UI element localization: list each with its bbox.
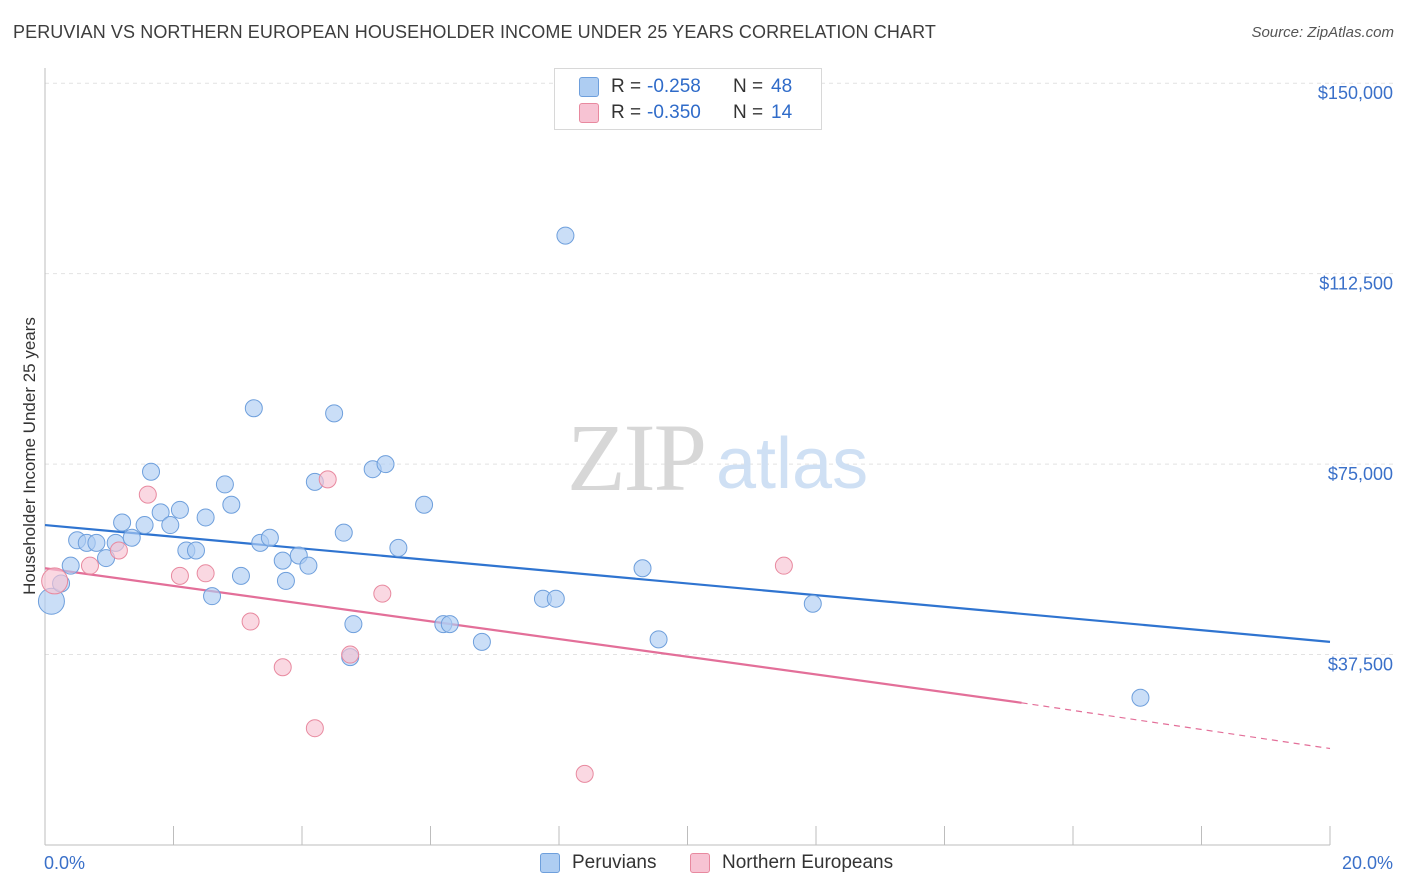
peruvian-point bbox=[273, 551, 292, 570]
axes bbox=[44, 68, 1331, 846]
y-tick-label: $150,000 bbox=[1318, 83, 1393, 103]
peruvian-point bbox=[161, 516, 180, 535]
peruvians-swatch bbox=[540, 853, 560, 873]
peruvian-point bbox=[222, 495, 241, 514]
peruvian-point bbox=[135, 516, 154, 535]
y-tick-label: $37,500 bbox=[1328, 655, 1393, 675]
watermark: ZIP atlas bbox=[567, 404, 868, 511]
r-value: -0.350 bbox=[647, 102, 701, 123]
peruvian-point bbox=[325, 404, 344, 423]
peruvian-point bbox=[649, 630, 668, 649]
northern-european-point bbox=[109, 541, 128, 560]
peruvian-point bbox=[170, 500, 189, 519]
peruvian-point bbox=[389, 538, 408, 557]
northern-european-point bbox=[273, 658, 292, 677]
peruvian-point bbox=[231, 566, 250, 585]
northern-european-point bbox=[305, 719, 324, 738]
tick-labels: $37,500 $75,000 $112,500 $150,000 0.0% 20.0% bbox=[44, 83, 1393, 873]
peruvian-point bbox=[186, 541, 205, 560]
peruvian-point bbox=[633, 559, 652, 578]
n-value: 48 bbox=[771, 76, 793, 97]
n-label: N = bbox=[733, 76, 764, 97]
chart-title: PERUVIAN VS NORTHERN EUROPEAN HOUSEHOLDE… bbox=[13, 22, 936, 42]
watermark-zip: ZIP bbox=[567, 404, 705, 511]
peruvian-point bbox=[344, 615, 363, 634]
stats-legend: R = -0.258 N = 48 R = -0.350 N = 14 bbox=[554, 68, 822, 130]
peruvian-point bbox=[334, 523, 353, 542]
peruvians-swatch bbox=[579, 77, 599, 97]
peruvian-point bbox=[244, 399, 263, 418]
peruvian-point bbox=[299, 556, 318, 575]
legend-label: Peruvians bbox=[572, 852, 657, 873]
northern-european-point bbox=[341, 645, 360, 664]
n-value: 14 bbox=[771, 102, 793, 123]
peruvian-point bbox=[546, 589, 565, 608]
peruvian-point bbox=[142, 462, 161, 481]
trend-lines bbox=[44, 523, 1331, 750]
northern-european-point bbox=[373, 584, 392, 603]
peruvian-point bbox=[61, 556, 80, 575]
northern-european-point bbox=[170, 566, 189, 585]
northern-european-point bbox=[774, 556, 793, 575]
northern-europeans-trend-extension bbox=[1021, 702, 1331, 750]
peruvian-point bbox=[472, 632, 491, 651]
r-label: R = bbox=[611, 102, 642, 123]
x-tick-label: 20.0% bbox=[1342, 853, 1393, 873]
northern-european-point bbox=[318, 470, 337, 489]
series-legend: Peruvians Northern Europeans bbox=[0, 852, 1406, 876]
peruvian-point bbox=[260, 528, 279, 547]
peruvian-point bbox=[376, 455, 395, 474]
northern-european-point bbox=[575, 764, 594, 783]
peruvian-point bbox=[803, 594, 822, 613]
grid-lines bbox=[45, 82, 1395, 656]
source-credit: Source: ZipAtlas.com bbox=[1251, 24, 1394, 41]
n-label: N = bbox=[733, 102, 764, 123]
x-tick-label: 0.0% bbox=[44, 853, 85, 873]
peruvian-point bbox=[122, 528, 141, 547]
y-tick-label: $75,000 bbox=[1328, 464, 1393, 484]
y-tick-label: $112,500 bbox=[1319, 274, 1393, 294]
r-value: -0.258 bbox=[647, 76, 701, 97]
y-axis-label: Householder Income Under 25 years bbox=[20, 317, 39, 595]
peruvian-point bbox=[556, 226, 575, 245]
peruvian-point bbox=[440, 615, 459, 634]
northern-european-point bbox=[41, 567, 69, 595]
northern-european-point bbox=[196, 564, 215, 583]
r-label: R = bbox=[611, 76, 642, 97]
peruvian-point bbox=[415, 495, 434, 514]
peruvian-point bbox=[87, 533, 106, 552]
peruvian-point bbox=[1131, 688, 1150, 707]
peruvian-point bbox=[113, 513, 132, 532]
peruvian-point bbox=[276, 571, 295, 590]
watermark-atlas: atlas bbox=[716, 424, 868, 504]
northern-european-point bbox=[241, 612, 260, 631]
northern-europeans-trend-line bbox=[44, 567, 1022, 704]
northern-europeans-swatch bbox=[690, 853, 710, 873]
northern-european-point bbox=[80, 556, 99, 575]
peruvian-point bbox=[151, 503, 170, 522]
legend-label: Northern Europeans bbox=[722, 852, 894, 873]
northern-europeans-swatch bbox=[579, 103, 599, 123]
peruvian-point bbox=[215, 475, 234, 494]
peruvian-point bbox=[196, 508, 215, 527]
data-points bbox=[37, 226, 1150, 783]
northern-european-point bbox=[138, 485, 157, 504]
peruvian-point bbox=[203, 587, 222, 606]
